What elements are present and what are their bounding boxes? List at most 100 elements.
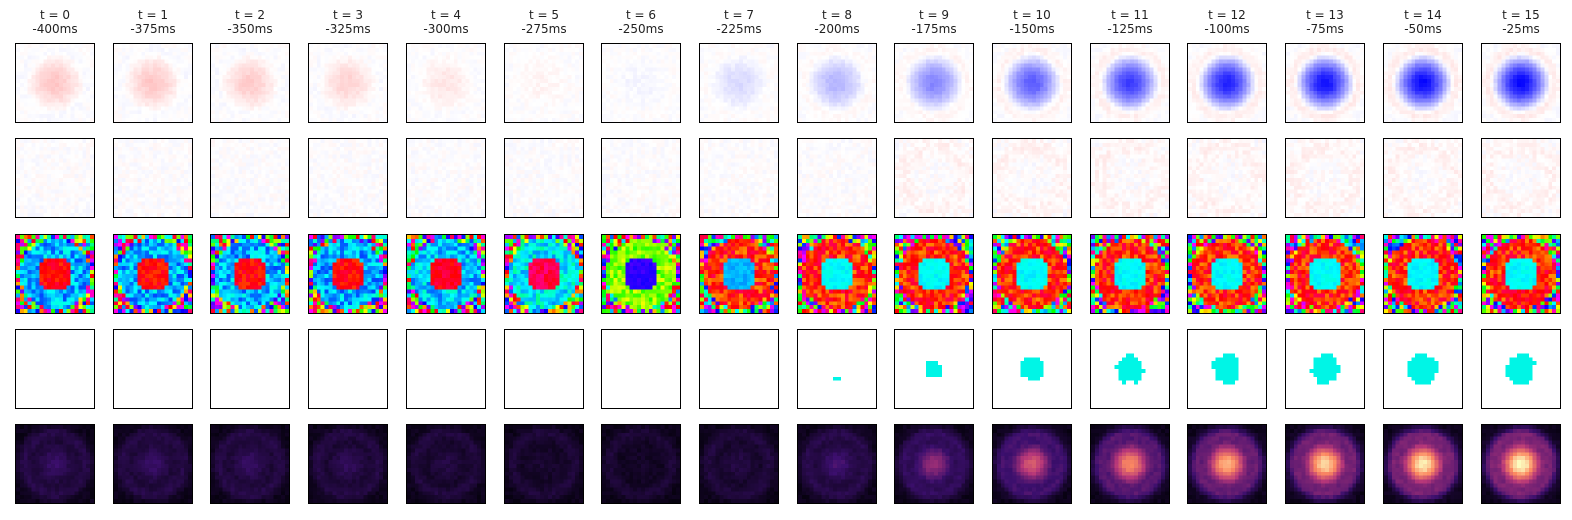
heatmap-panel-center_surround [113, 43, 193, 123]
heatmap-panel-noise [15, 138, 95, 218]
heatmap-image [1188, 235, 1266, 313]
heatmap-panel-phase [797, 234, 877, 314]
heatmap-panel-center_surround [308, 43, 388, 123]
heatmap-panel-noise [210, 138, 290, 218]
heatmap-image [798, 235, 876, 313]
heatmap-panel-center_surround [1383, 43, 1463, 123]
heatmap-image [798, 425, 876, 503]
heatmap-image [211, 425, 289, 503]
heatmap-panel-magnitude [601, 424, 681, 504]
heatmap-panel-phase [504, 234, 584, 314]
heatmap-panel-noise [1481, 138, 1561, 218]
heatmap-image [895, 425, 973, 503]
heatmap-panel-mask [504, 329, 584, 409]
heatmap-image [407, 425, 485, 503]
heatmap-panel-center_surround [1090, 43, 1170, 123]
heatmap-panel-center_surround [210, 43, 290, 123]
frame-time-label: -50ms [1404, 22, 1442, 36]
heatmap-panel-phase [210, 234, 290, 314]
heatmap-panel-magnitude [113, 424, 193, 504]
heatmap-panel-noise [894, 138, 974, 218]
heatmap-image [700, 235, 778, 313]
heatmap-panel-mask [15, 329, 95, 409]
heatmap-image [1482, 44, 1560, 122]
heatmap-image [16, 44, 94, 122]
heatmap-panel-mask [308, 329, 388, 409]
frame-index-label: t = 7 [723, 8, 755, 22]
frame-index-label: t = 10 [1013, 8, 1051, 22]
heatmap-image [114, 139, 192, 217]
heatmap-panel-phase [699, 234, 779, 314]
heatmap-panel-noise [1187, 138, 1267, 218]
frame-index-label: t = 5 [528, 8, 560, 22]
heatmap-panel-phase [1285, 234, 1365, 314]
heatmap-image [1384, 235, 1462, 313]
heatmap-panel-noise [1090, 138, 1170, 218]
heatmap-panel-phase [601, 234, 681, 314]
heatmap-image [895, 235, 973, 313]
heatmap-image [1482, 139, 1560, 217]
heatmap-panel-center_surround [504, 43, 584, 123]
heatmap-image [505, 235, 583, 313]
heatmap-image [1286, 425, 1364, 503]
heatmap-panel-magnitude [894, 424, 974, 504]
frame-title: t = 4 -300ms [406, 8, 486, 36]
frame-time-label: -225ms [716, 22, 762, 36]
frame-index-label: t = 15 [1502, 8, 1540, 22]
frame-time-label: -275ms [521, 22, 567, 36]
heatmap-panel-noise [797, 138, 877, 218]
frame-time-label: -200ms [814, 22, 860, 36]
heatmap-panel-center_surround [992, 43, 1072, 123]
heatmap-panel-noise [699, 138, 779, 218]
heatmap-panel-mask [797, 329, 877, 409]
heatmap-image [309, 235, 387, 313]
heatmap-panel-magnitude [504, 424, 584, 504]
heatmap-panel-mask [1285, 329, 1365, 409]
frame-index-label: t = 8 [821, 8, 853, 22]
frame-title: t = 0 -400ms [15, 8, 95, 36]
heatmap-image [602, 330, 680, 408]
heatmap-image [602, 44, 680, 122]
heatmap-image [1091, 425, 1169, 503]
frame-time-label: -325ms [325, 22, 371, 36]
heatmap-image [700, 139, 778, 217]
heatmap-panel-magnitude [1481, 424, 1561, 504]
heatmap-panel-mask [113, 329, 193, 409]
heatmap-image [895, 139, 973, 217]
heatmap-image [602, 235, 680, 313]
frame-time-label: -400ms [32, 22, 78, 36]
frame-time-label: -75ms [1306, 22, 1344, 36]
heatmap-image [309, 330, 387, 408]
heatmap-image [505, 425, 583, 503]
heatmap-panel-magnitude [308, 424, 388, 504]
frame-time-label: -350ms [227, 22, 273, 36]
frame-title: t = 15 -25ms [1481, 8, 1561, 36]
heatmap-image [211, 330, 289, 408]
heatmap-panel-noise [113, 138, 193, 218]
heatmap-image [309, 139, 387, 217]
heatmap-panel-phase [308, 234, 388, 314]
frame-index-label: t = 3 [332, 8, 364, 22]
heatmap-panel-noise [406, 138, 486, 218]
heatmap-image [1091, 44, 1169, 122]
frame-index-label: t = 12 [1208, 8, 1246, 22]
heatmap-image [1482, 235, 1560, 313]
frame-title: t = 3 -325ms [308, 8, 388, 36]
heatmap-image [1482, 425, 1560, 503]
frame-index-label: t = 9 [918, 8, 950, 22]
heatmap-image [993, 235, 1071, 313]
heatmap-image [114, 425, 192, 503]
heatmap-panel-phase [1481, 234, 1561, 314]
heatmap-panel-mask [1090, 329, 1170, 409]
heatmap-image [1384, 330, 1462, 408]
heatmap-panel-mask [992, 329, 1072, 409]
heatmap-panel-center_surround [601, 43, 681, 123]
frame-index-label: t = 6 [625, 8, 657, 22]
heatmap-panel-center_surround [1187, 43, 1267, 123]
frame-index-label: t = 11 [1111, 8, 1149, 22]
frame-time-label: -175ms [911, 22, 957, 36]
frame-time-label: -300ms [423, 22, 469, 36]
frame-time-label: -100ms [1204, 22, 1250, 36]
heatmap-image [1188, 44, 1266, 122]
